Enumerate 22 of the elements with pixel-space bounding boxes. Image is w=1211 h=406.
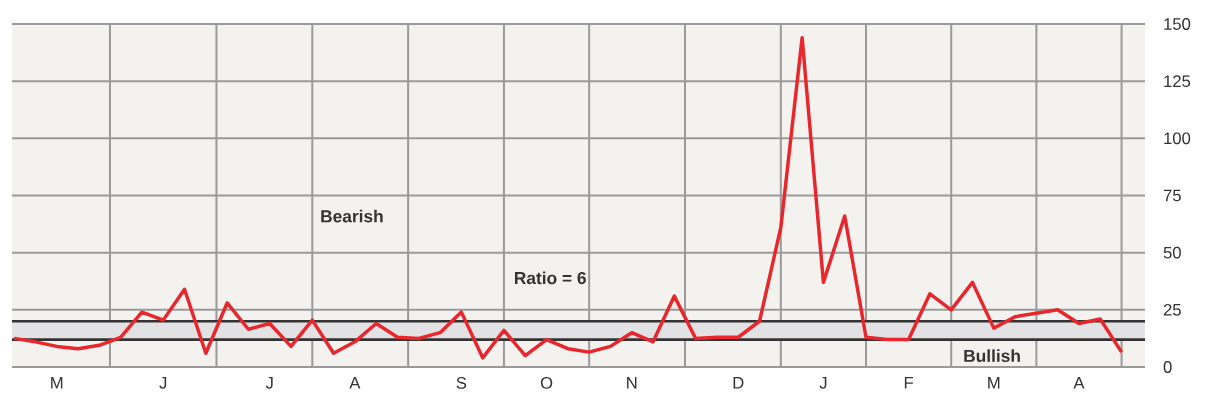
y-tick-label: 100	[1164, 132, 1191, 145]
x-tick-label: M	[988, 377, 1000, 389]
x-tick-label: A	[1073, 377, 1085, 389]
x-tick-label: O	[540, 377, 553, 389]
y-tick-label: 25	[1163, 303, 1181, 316]
x-tick-label: D	[733, 377, 744, 389]
y-tick-label: 75	[1163, 189, 1181, 202]
x-tick-label: N	[627, 377, 637, 389]
annotation: Ratio = 6	[514, 271, 586, 285]
x-tick-label: A	[349, 377, 361, 389]
y-tick-label: 150	[1164, 18, 1191, 30]
x-tick-label: F	[904, 377, 914, 389]
annotation: Bearish	[321, 209, 383, 223]
y-tick-label: 125	[1164, 75, 1191, 88]
x-tick-label: M	[51, 377, 63, 389]
y-tick-label: 50	[1163, 246, 1181, 259]
x-tick-label: J	[159, 377, 167, 389]
y-tick-label: 0	[1163, 361, 1172, 373]
annotation: Bullish	[964, 349, 1020, 363]
x-tick-label: S	[456, 377, 467, 389]
x-tick-label: J	[265, 377, 273, 389]
x-tick-label: J	[819, 377, 827, 389]
